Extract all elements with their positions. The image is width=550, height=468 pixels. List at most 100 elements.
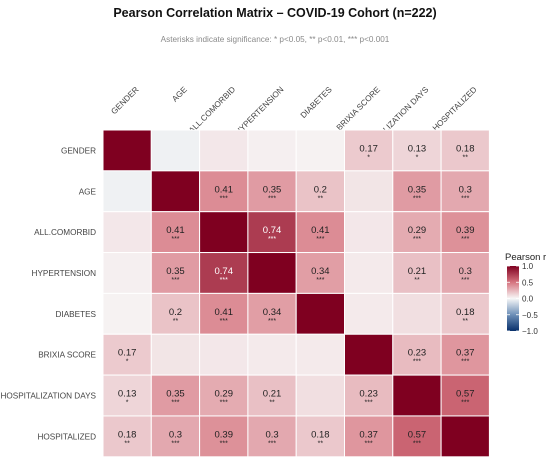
cell-significance-label: *	[126, 359, 129, 366]
heatmap-cell	[295, 170, 346, 213]
heatmap-cell	[150, 292, 201, 335]
heatmap-cell	[344, 252, 394, 294]
legend-tick-label: −0.5	[522, 311, 538, 320]
row-label: AGE	[79, 187, 97, 196]
cell-significance-label: ***	[461, 400, 469, 407]
legend-ticks: 1.0 0.5 0.0 −0.5 −1.0	[507, 262, 538, 336]
heatmap-cell	[102, 211, 152, 254]
column-label: HOSPITALIZED	[431, 85, 479, 133]
cell-significance-label: ***	[461, 236, 469, 243]
heatmap-cell	[440, 292, 490, 335]
cell-value-label: 0.34	[263, 307, 282, 318]
row-label: HOSPITALIZATION DAYS	[0, 392, 96, 401]
column-label: DIABETES	[299, 85, 334, 120]
cell-value-label: 0.3	[459, 266, 472, 277]
heatmap-cell	[344, 333, 394, 376]
row-label: HOSPITALIZED	[37, 432, 96, 441]
cell-significance-label: ***	[461, 195, 469, 202]
cell-value-label: 0.29	[408, 225, 427, 236]
cell-significance-label: ***	[268, 440, 276, 447]
cell-value-label: 0.17	[359, 143, 378, 154]
legend: Pearson r 1.0 0.5 0.0 −0.5 −1.0	[505, 252, 546, 336]
heatmap-cell	[102, 292, 152, 335]
heatmap-cell	[295, 129, 346, 172]
heatmap-cell	[102, 252, 152, 294]
heatmap-cell	[150, 211, 201, 254]
heatmap-cell	[392, 292, 442, 335]
legend-tick-label: 0.5	[522, 278, 534, 287]
cell-significance-label: **	[463, 154, 469, 161]
legend-tick-label: 1.0	[522, 262, 534, 271]
cell-significance-label: ***	[461, 359, 469, 366]
heatmap-cell	[344, 129, 394, 172]
cell-value-label: 0.34	[311, 266, 330, 277]
cell-significance-label: *	[126, 400, 129, 407]
heatmap-cell	[440, 374, 490, 417]
cell-significance-label: ***	[413, 236, 421, 243]
cell-significance-label: ***	[220, 440, 228, 447]
row-label: GENDER	[61, 146, 96, 155]
cell-significance-label: *	[416, 154, 419, 161]
heatmap-cell	[344, 292, 394, 335]
heatmap-cell	[247, 252, 297, 294]
cell-significance-label: ***	[413, 195, 421, 202]
cell-value-label: 0.21	[408, 266, 427, 277]
cell-value-label: 0.29	[215, 389, 234, 400]
cell-value-label: 0.39	[456, 225, 475, 236]
cell-significance-label: **	[463, 318, 469, 325]
column-label: GENDER	[109, 85, 140, 116]
cell-value-label: 0.41	[215, 307, 234, 318]
cell-value-label: 0.18	[456, 307, 475, 318]
heatmap-cell	[392, 374, 442, 417]
cell-value-label: 0.37	[359, 429, 378, 440]
cell-significance-label: ***	[268, 318, 276, 325]
cell-significance-label: ***	[461, 277, 469, 284]
cell-significance-label: ***	[413, 359, 421, 366]
heatmap-cell	[247, 374, 297, 417]
cell-significance-label: ***	[365, 400, 373, 407]
cell-significance-label: ***	[171, 400, 179, 407]
heatmap-cell	[102, 415, 152, 458]
heatmap-cell	[102, 374, 152, 417]
cell-significance-label: ***	[268, 195, 276, 202]
cell-significance-label: ***	[220, 318, 228, 325]
cell-value-label: 0.39	[215, 429, 234, 440]
heatmap-cell	[150, 333, 201, 376]
cell-value-label: 0.35	[408, 184, 427, 195]
cell-value-label: 0.18	[118, 429, 137, 440]
cell-value-label: 0.18	[456, 143, 475, 154]
cell-significance-label: **	[414, 277, 420, 284]
cell-value-label: 0.35	[263, 184, 282, 195]
cell-value-label: 0.74	[215, 266, 234, 277]
chart-subtitle: Asterisks indicate significance: * p<0.0…	[161, 35, 390, 44]
cell-significance-label: ***	[316, 236, 324, 243]
column-label: ALL.COMORBID	[187, 85, 237, 135]
cell-value-label: 0.2	[169, 307, 182, 318]
heatmap-cell	[440, 129, 490, 172]
heatmap-cell	[247, 292, 297, 335]
cell-significance-label: **	[124, 440, 130, 447]
cell-value-label: 0.3	[169, 429, 182, 440]
column-label: AGE	[170, 85, 189, 104]
cell-value-label: 0.57	[456, 389, 475, 400]
cell-value-label: 0.2	[314, 184, 327, 195]
heatmap-cells: 0.17*0.13*0.18**0.41***0.35***0.2**0.35*…	[102, 129, 490, 458]
row-label: ALL.COMORBID	[34, 228, 96, 237]
cell-significance-label: ***	[220, 400, 228, 407]
cell-significance-label: ***	[413, 440, 421, 447]
heatmap-cell	[344, 211, 394, 254]
column-label: BRIXIA SCORE	[335, 85, 383, 133]
cell-value-label: 0.17	[118, 348, 137, 359]
heatmap-cell	[295, 374, 346, 417]
heatmap-cell	[150, 374, 201, 417]
heatmap-cell	[440, 211, 490, 254]
heatmap-cell	[440, 170, 490, 213]
cell-value-label: 0.74	[263, 225, 282, 236]
cell-significance-label: ***	[171, 236, 179, 243]
cell-significance-label: *	[367, 154, 370, 161]
cell-value-label: 0.41	[311, 225, 330, 236]
cell-significance-label: ***	[220, 195, 228, 202]
heatmap-cell	[440, 333, 490, 376]
